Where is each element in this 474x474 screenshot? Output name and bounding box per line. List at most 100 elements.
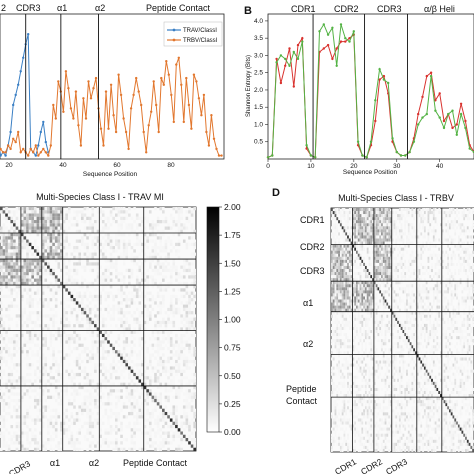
heatmap-cell — [382, 253, 385, 257]
heatmap-cell — [125, 405, 129, 409]
heatmap-cell — [75, 346, 79, 351]
heatmap-cell — [117, 350, 121, 354]
heatmap-cell — [52, 424, 55, 429]
heatmap-cell — [336, 262, 339, 266]
heatmap-cell — [86, 405, 89, 409]
heatmap-cell — [411, 253, 414, 257]
heatmap-cell — [10, 265, 14, 269]
heatmap-cell — [70, 382, 74, 386]
heatmap-cell — [18, 434, 21, 438]
heatmap-cell — [107, 239, 110, 243]
heatmap-cell — [397, 269, 399, 273]
heatmap-cell — [15, 350, 19, 354]
heatmap-cell — [156, 236, 160, 240]
heatmap-cell — [389, 220, 392, 224]
heatmap-cell — [381, 235, 383, 239]
heatmap-cell — [44, 229, 48, 234]
heatmap-cell — [193, 359, 196, 364]
heatmap-cell — [44, 398, 48, 403]
heatmap-cell — [432, 293, 435, 297]
heatmap-cell — [386, 284, 389, 288]
heatmap-cell — [88, 226, 92, 230]
heatmap-cell — [188, 402, 191, 406]
heatmap-cell — [125, 327, 129, 331]
heatmap-cell — [57, 441, 61, 445]
heatmap-cell — [65, 288, 68, 292]
heatmap-cell — [357, 211, 360, 215]
heatmap-cell — [26, 210, 29, 214]
heatmap-cell — [375, 275, 378, 279]
heatmap-cell — [454, 244, 457, 248]
heatmap-cell — [146, 398, 149, 403]
heatmap-cell — [94, 395, 97, 399]
data-point — [157, 130, 160, 134]
heatmap-cell — [339, 223, 342, 227]
data-point — [212, 137, 216, 140]
heatmap-cell — [427, 208, 430, 212]
heatmap-cell — [338, 302, 340, 306]
heatmap-cell — [373, 235, 376, 239]
heatmap-cell — [386, 235, 389, 239]
heatmap-cell — [5, 213, 8, 217]
heatmap-cell — [413, 235, 416, 239]
heatmap-cell — [96, 382, 100, 386]
heatmap-cell — [138, 415, 142, 419]
heatmap-cell — [172, 421, 176, 425]
heatmap-cell — [175, 428, 178, 432]
heatmap-cell — [447, 299, 449, 303]
heatmap-cell — [427, 241, 430, 245]
heatmap-cell — [36, 278, 40, 282]
heatmap-cell — [379, 214, 382, 218]
heatmap-cell — [172, 324, 176, 328]
heatmap-cell — [60, 428, 63, 432]
heatmap-cell — [364, 305, 367, 309]
heatmap-cell — [104, 350, 108, 354]
heatmap-cell — [188, 317, 191, 321]
heatmap-cell — [2, 249, 6, 253]
heatmap-cell — [99, 229, 102, 234]
heatmap-cell — [122, 255, 126, 260]
data-point — [84, 117, 88, 120]
heatmap-cell — [73, 418, 76, 422]
heatmap-cell — [190, 311, 194, 315]
data-point — [331, 26, 334, 29]
heatmap-cell — [0, 343, 3, 347]
heatmap-cell — [368, 223, 371, 227]
heatmap-cell — [188, 265, 191, 269]
heatmap-cell — [432, 238, 435, 242]
heatmap-cell — [83, 366, 87, 370]
heatmap-cell — [461, 229, 464, 233]
heatmap-cell — [60, 268, 63, 273]
heatmap-cell — [67, 281, 71, 286]
heatmap-cell — [347, 284, 349, 288]
heatmap-cell — [193, 447, 196, 451]
heatmap-cell — [28, 428, 32, 432]
heatmap-cell — [13, 333, 16, 338]
heatmap-cell — [104, 337, 108, 341]
heatmap-cell — [114, 421, 118, 425]
heatmap-cell — [188, 311, 191, 315]
heatmap-cell — [177, 379, 181, 383]
heatmap-cell — [67, 268, 71, 273]
heatmap-cell — [133, 242, 136, 247]
heatmap-cell — [36, 223, 40, 227]
heatmap-cell — [389, 256, 392, 260]
heatmap-cell — [356, 226, 358, 230]
heatmap-cell — [352, 272, 355, 276]
heatmap-cell — [411, 235, 414, 239]
heatmap-cell — [39, 255, 42, 260]
heatmap-cell — [154, 226, 157, 230]
heatmap-cell — [448, 262, 451, 266]
heatmap-cell — [177, 353, 181, 357]
heatmap-cell — [120, 363, 123, 367]
heatmap-cell — [15, 402, 19, 406]
heatmap-cell — [36, 314, 40, 318]
heatmap-cell — [420, 302, 423, 306]
heatmap-cell — [432, 235, 435, 239]
data-point — [382, 78, 386, 81]
heatmap-cell — [388, 208, 390, 212]
heatmap-cell — [193, 441, 196, 445]
heatmap-cell — [440, 278, 442, 282]
heatmap-cell — [67, 304, 71, 308]
data-point — [429, 71, 433, 74]
